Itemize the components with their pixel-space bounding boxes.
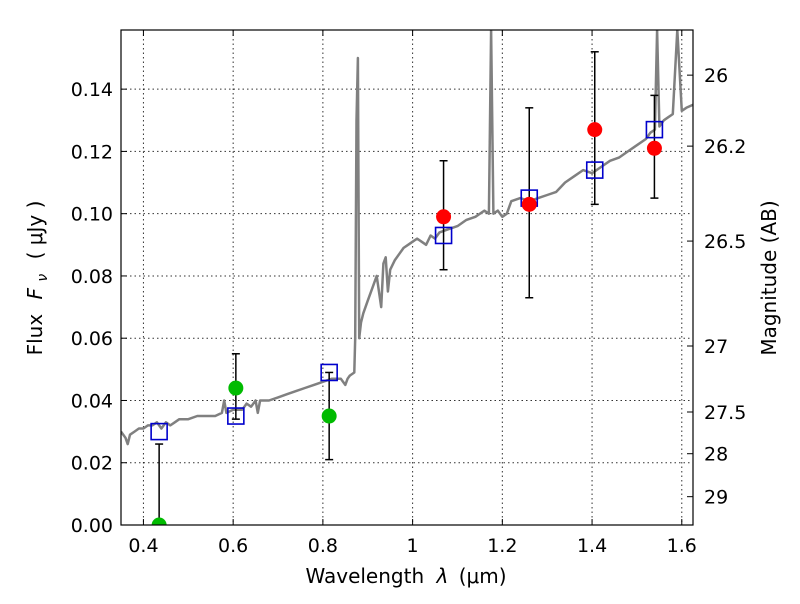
y2-tick-label-6: 29 bbox=[704, 487, 728, 509]
plot-frame bbox=[120, 29, 694, 526]
observed-optical-point-0 bbox=[151, 517, 167, 525]
y2-tick-label-3: 27 bbox=[704, 336, 728, 358]
y-axis-label: Flux F ν ( μJy ) bbox=[23, 201, 52, 356]
model-photometry-square-3 bbox=[434, 226, 453, 245]
x-axis-label: Wavelength λ (μm) bbox=[305, 564, 506, 588]
y-tick-label-2: 0.04 bbox=[71, 390, 113, 412]
grid-lines bbox=[121, 30, 693, 526]
y2-tick-label-0: 26 bbox=[704, 65, 728, 87]
y-axis-label-symbol: F bbox=[23, 287, 47, 299]
data-markers bbox=[150, 120, 664, 525]
y2-tick-label-5: 28 bbox=[704, 444, 728, 466]
y2-tick-label-1: 26.2 bbox=[704, 136, 746, 158]
x-tick-label-1: 0.6 bbox=[218, 535, 248, 557]
y-axis-label-subscript: ν bbox=[35, 274, 51, 282]
observed-optical-point-2 bbox=[321, 408, 337, 424]
error-bars bbox=[155, 51, 659, 525]
y-tick-label-5: 0.10 bbox=[71, 204, 113, 226]
observed-nir-point-0 bbox=[436, 209, 452, 225]
model-sed bbox=[121, 30, 693, 446]
model-photometry-square-6 bbox=[645, 120, 664, 139]
y2-axis-label: Magnitude (AB) bbox=[757, 200, 781, 355]
x-tick-label-4: 1.2 bbox=[487, 535, 517, 557]
model-sed-line bbox=[121, 30, 693, 446]
model-photometry-square-0 bbox=[150, 422, 168, 441]
x-tick-label-2: 0.8 bbox=[308, 535, 338, 557]
x-axis-label-prefix: Wavelength bbox=[305, 564, 424, 588]
y2-tick-label-2: 26.5 bbox=[704, 231, 746, 253]
model-photometry-square-1 bbox=[227, 407, 245, 425]
y-tick-label-6: 0.12 bbox=[71, 141, 113, 163]
x-axis-label-unit: (μm) bbox=[459, 564, 507, 588]
y-axis-label-prefix: Flux bbox=[23, 314, 47, 356]
x-tick-label-0: 0.4 bbox=[128, 535, 158, 557]
y-tick-label-4: 0.08 bbox=[71, 266, 113, 288]
y-tick-label-1: 0.02 bbox=[71, 453, 113, 475]
y2-tick-label-4: 27.5 bbox=[704, 402, 746, 424]
x-tick-label-6: 1.6 bbox=[667, 535, 697, 557]
y2-axis-ticks: 26 26.2 26.5 27 27.5 28 29 bbox=[687, 65, 746, 509]
x-axis-label-symbol: λ bbox=[436, 564, 449, 588]
observed-nir-point-3 bbox=[646, 140, 662, 156]
y-tick-label-0: 0.00 bbox=[71, 515, 113, 537]
y-axis-ticks: 0.00 0.02 0.04 0.06 0.08 0.10 0.12 0.14 bbox=[71, 79, 127, 537]
y-axis-label-unit: ( μJy ) bbox=[23, 201, 47, 260]
model-photometry-square-5 bbox=[585, 161, 604, 179]
x-tick-label-3: 1 bbox=[407, 535, 419, 557]
y-tick-label-3: 0.06 bbox=[71, 328, 113, 350]
observed-nir-point-1 bbox=[521, 196, 537, 212]
x-axis-ticks: 0.4 0.6 0.8 1 1.2 1.4 1.6 bbox=[128, 30, 697, 557]
observed-nir-point-2 bbox=[587, 122, 603, 138]
y-tick-label-7: 0.14 bbox=[71, 79, 113, 101]
x-tick-label-5: 1.4 bbox=[577, 535, 607, 557]
observed-optical-point-1 bbox=[228, 380, 244, 396]
model-photometry-square-2 bbox=[320, 363, 338, 382]
